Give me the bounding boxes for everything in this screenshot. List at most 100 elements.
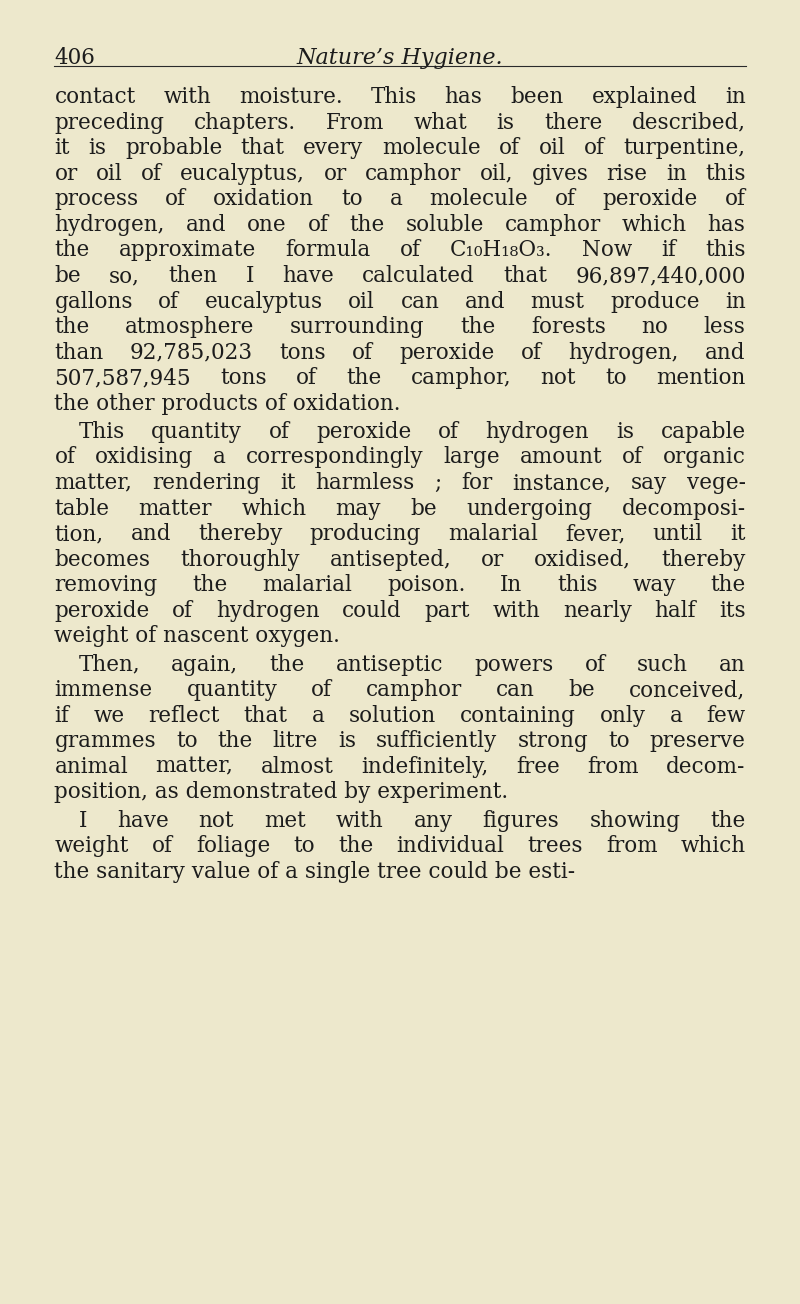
Text: of: of — [269, 421, 290, 443]
Text: gallons: gallons — [54, 291, 133, 313]
Text: preserve: preserve — [650, 730, 746, 752]
Text: of: of — [172, 600, 194, 622]
Text: for: for — [461, 472, 492, 494]
Text: grammes: grammes — [54, 730, 156, 752]
Text: matter,: matter, — [155, 756, 234, 777]
Text: the other products of oxidation.: the other products of oxidation. — [54, 393, 401, 415]
Text: of: of — [438, 421, 459, 443]
Text: antiseptic: antiseptic — [336, 653, 443, 675]
Text: the: the — [218, 730, 253, 752]
Text: turpentine,: turpentine, — [624, 137, 746, 159]
Text: showing: showing — [590, 810, 680, 832]
Text: few: few — [706, 704, 746, 726]
Text: tion,: tion, — [54, 523, 103, 545]
Text: explained: explained — [591, 86, 697, 108]
Text: quantity: quantity — [186, 679, 278, 702]
Text: ;: ; — [434, 472, 442, 494]
Text: forests: forests — [531, 316, 606, 338]
Text: this: this — [705, 240, 746, 261]
Text: it: it — [54, 137, 70, 159]
Text: of: of — [158, 291, 179, 313]
Text: not: not — [541, 368, 576, 389]
Text: Nature’s Hygiene.: Nature’s Hygiene. — [297, 47, 503, 69]
Text: molecule: molecule — [382, 137, 481, 159]
Text: which: which — [681, 835, 746, 857]
Text: figures: figures — [482, 810, 559, 832]
Text: and: and — [130, 523, 171, 545]
Text: less: less — [704, 316, 746, 338]
Text: C₁₀H₁₈O₃.: C₁₀H₁₈O₃. — [450, 240, 553, 261]
Text: the: the — [192, 574, 228, 596]
Text: a: a — [312, 704, 325, 726]
Text: that: that — [244, 704, 288, 726]
Text: oil: oil — [96, 163, 122, 185]
Text: of: of — [521, 342, 542, 364]
Text: thereby: thereby — [198, 523, 282, 545]
Text: and: and — [465, 291, 505, 313]
Text: with: with — [163, 86, 211, 108]
Text: formula: formula — [286, 240, 370, 261]
Text: foliage: foliage — [196, 835, 270, 857]
Text: of: of — [307, 214, 329, 236]
Text: eucalyptus: eucalyptus — [205, 291, 323, 313]
Text: atmosphere: atmosphere — [125, 316, 254, 338]
Text: undergoing: undergoing — [466, 498, 592, 519]
Text: until: until — [653, 523, 703, 545]
Text: has: has — [708, 214, 746, 236]
Text: decomposi-: decomposi- — [622, 498, 746, 519]
Text: solution: solution — [349, 704, 436, 726]
Text: contact: contact — [54, 86, 136, 108]
Text: almost: almost — [261, 756, 334, 777]
Text: decom-: decom- — [666, 756, 746, 777]
Text: such: such — [637, 653, 688, 675]
Text: process: process — [54, 188, 138, 210]
Text: quantity: quantity — [151, 421, 242, 443]
Text: vege-: vege- — [686, 472, 746, 494]
Text: camphor: camphor — [366, 679, 462, 702]
Text: rise: rise — [606, 163, 648, 185]
Text: the: the — [54, 240, 90, 261]
Text: and: and — [186, 214, 226, 236]
Text: or: or — [323, 163, 347, 185]
Text: described,: described, — [632, 112, 746, 133]
Text: This: This — [78, 421, 125, 443]
Text: produce: produce — [610, 291, 699, 313]
Text: of: of — [296, 368, 317, 389]
Text: organic: organic — [662, 446, 746, 468]
Text: surrounding: surrounding — [290, 316, 425, 338]
Text: can: can — [496, 679, 535, 702]
Text: animal: animal — [54, 756, 128, 777]
Text: have: have — [282, 265, 334, 287]
Text: of: of — [54, 446, 75, 468]
Text: removing: removing — [54, 574, 158, 596]
Text: of: of — [352, 342, 374, 364]
Text: if: if — [54, 704, 70, 726]
Text: weight of nascent oxygen.: weight of nascent oxygen. — [54, 626, 340, 647]
Text: could: could — [342, 600, 402, 622]
Text: oxidising: oxidising — [95, 446, 194, 468]
Text: 507,587,945: 507,587,945 — [54, 368, 191, 389]
Text: the: the — [460, 316, 495, 338]
Text: a: a — [214, 446, 226, 468]
Text: hydrogen: hydrogen — [216, 600, 320, 622]
Text: is: is — [497, 112, 514, 133]
Text: of: of — [400, 240, 421, 261]
Text: harmless: harmless — [315, 472, 414, 494]
Text: of: of — [622, 446, 643, 468]
Text: antisepted,: antisepted, — [330, 549, 451, 571]
Text: in: in — [725, 86, 746, 108]
Text: malarial: malarial — [448, 523, 538, 545]
Text: there: there — [544, 112, 602, 133]
Text: of: of — [152, 835, 173, 857]
Text: position, as demonstrated by experiment.: position, as demonstrated by experiment. — [54, 781, 509, 803]
Text: the: the — [350, 214, 385, 236]
Text: trees: trees — [527, 835, 582, 857]
Text: has: has — [445, 86, 482, 108]
Text: than: than — [54, 342, 104, 364]
Text: be: be — [410, 498, 437, 519]
Text: no: no — [642, 316, 668, 338]
Text: tons: tons — [279, 342, 326, 364]
Text: with: with — [336, 810, 383, 832]
Text: oil,: oil, — [480, 163, 513, 185]
Text: peroxide: peroxide — [316, 421, 411, 443]
